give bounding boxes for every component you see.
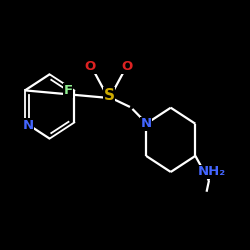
- Text: S: S: [104, 88, 115, 103]
- Text: N: N: [22, 118, 34, 132]
- Text: O: O: [85, 60, 96, 74]
- Text: F: F: [64, 84, 72, 97]
- Text: N: N: [140, 117, 152, 130]
- Text: NH₂: NH₂: [198, 166, 226, 178]
- Text: O: O: [122, 60, 133, 74]
